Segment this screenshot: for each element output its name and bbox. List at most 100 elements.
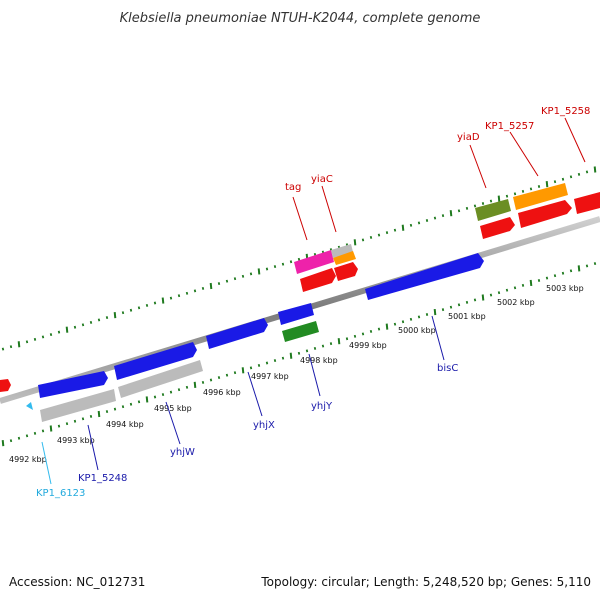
tick-mark [17,436,21,440]
scale-label: 4995 kbp [154,404,192,413]
gene-label-yhjw[interactable]: yhjW [170,447,195,458]
gene-yhjy-green[interactable] [282,321,319,342]
tick-mark [281,262,285,266]
tick-mark [345,337,349,341]
gene-yiac-gray[interactable] [331,244,353,258]
gene-label-yiac[interactable]: yiaC [311,174,333,185]
tick-mark [121,311,125,315]
tick-mark [129,308,133,312]
tick-mark [449,305,453,309]
gene-red-2[interactable] [334,262,358,281]
tick-mark [513,192,517,196]
tick-mark [361,332,365,336]
scale-label: 5002 kbp [497,298,535,307]
tick-mark [353,334,357,338]
gene-red-1[interactable] [300,268,336,292]
tick-mark [249,272,253,276]
gene-label-kp1-5248[interactable]: KP1_5248 [78,473,127,484]
tick-mark [1,439,5,447]
tick-mark [137,306,141,310]
tick-mark [121,405,125,409]
tick-mark [81,323,85,327]
gene-yiac[interactable] [333,251,356,265]
tick-mark [273,359,277,363]
tick-mark [105,410,109,414]
tick-mark [257,363,261,367]
gene-yiad[interactable] [475,199,511,221]
tick-mark [145,396,149,403]
tick-mark [505,194,509,198]
gene-tag[interactable] [294,250,334,274]
scale-label: 4992 kbp [9,455,47,464]
tick-mark [361,238,365,242]
tick-mark [313,347,317,350]
tick-mark [161,297,165,304]
gene-label-kp1-5257[interactable]: KP1_5257 [485,121,534,132]
scale-labels: 4992 kbp 4993 kbp 4994 kbp 4995 kbp 4996… [9,284,584,464]
tick-mark [321,344,325,348]
tick-mark [233,371,237,375]
gene-kp1-5258[interactable] [574,192,600,214]
gene-yhjw[interactable] [114,342,197,380]
tick-mark [529,187,533,191]
gene-label-yhjy[interactable]: yhjY [311,401,333,412]
tick-mark [137,400,141,404]
tick-mark [9,345,13,349]
tick-mark [569,175,573,179]
gene-arrow-red[interactable] [0,379,11,392]
tick-mark [145,303,149,307]
scale-label: 5003 kbp [546,284,584,293]
gene-yhjx[interactable] [206,318,268,349]
tick-mark [577,172,581,176]
tick-mark [401,224,405,231]
tick-mark [401,320,405,324]
tick-mark [489,293,493,297]
tick-mark [185,291,189,295]
tick-mark [41,335,45,339]
gene-red-3[interactable] [480,217,515,239]
gene-label-yhjx[interactable]: yhjX [253,420,275,431]
gene-label-yiad[interactable]: yiaD [457,132,480,143]
scale-label: 5001 kbp [448,312,486,321]
tick-mark [153,301,157,305]
gene-kp1-5248-gray[interactable] [40,389,116,422]
tick-mark [193,381,197,388]
tick-mark [257,268,261,275]
tick-mark [49,333,53,336]
scale-label: 4994 kbp [106,420,144,429]
tick-mark [97,318,101,322]
gene-arrow-cyan[interactable] [26,402,33,410]
gene-yhjw-gray[interactable] [118,360,203,398]
scale-label: 4998 kbp [300,356,338,365]
gene-red-4[interactable] [518,200,572,228]
tick-mark [41,429,45,433]
tick-mark [57,330,61,334]
tick-mark [449,210,453,217]
tick-mark [65,422,69,426]
gene-bisc[interactable] [365,253,484,300]
tick-mark [385,231,389,235]
tick-mark [113,407,117,411]
gene-label-kp1-6123[interactable]: KP1_6123 [36,488,85,499]
gene-kp1-5248[interactable] [38,371,108,398]
gene-kp1-5257[interactable] [513,183,568,210]
gene-label-bisc[interactable]: bisC [437,363,458,374]
gene-label-tag[interactable]: tag [285,182,301,193]
tick-mark [593,262,597,265]
gene-label-kp1-5258[interactable]: KP1_5258 [541,106,590,117]
tick-mark [569,269,573,273]
tick-mark [561,271,565,275]
tick-mark [9,439,13,443]
tick-mark [441,214,445,218]
gene-features [0,183,600,422]
tick-mark [505,288,509,292]
tick-mark [17,341,21,348]
tick-mark [265,361,269,365]
tick-mark [393,228,397,232]
tick-mark [33,431,37,435]
gene-yhjy[interactable] [278,303,314,325]
tick-mark [481,294,485,301]
tick-mark [465,206,469,210]
tick-mark [25,434,29,438]
